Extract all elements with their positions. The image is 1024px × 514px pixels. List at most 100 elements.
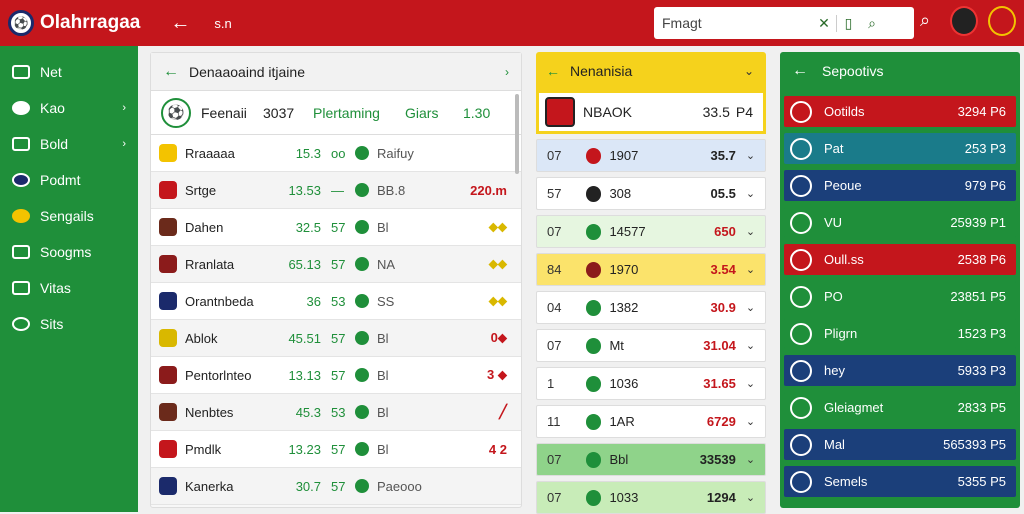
team-crest-icon — [585, 489, 602, 506]
side-list-title: Sepootivs — [822, 63, 884, 79]
sidebar-item-vitas[interactable]: Vitas — [0, 270, 138, 306]
player-icon: ⚽ — [161, 97, 191, 128]
table-row[interactable]: Kanerka 30.7 57 Paeooo — [151, 468, 521, 505]
list-item[interactable]: 84 1970 3.54 ⌄ — [536, 253, 766, 286]
list-item[interactable]: 07 14577 650 ⌄ — [536, 215, 766, 248]
team-crest-icon — [585, 147, 602, 164]
team-badge-icon[interactable] — [950, 6, 978, 36]
search-icon[interactable]: ⌕ — [868, 14, 876, 31]
clear-icon[interactable]: ✕ — [818, 14, 830, 31]
table-row[interactable]: Rraaaaa 15.3 oo Raifuy — [151, 135, 521, 172]
list-item[interactable]: 07 1907 35.7 ⌄ — [536, 139, 766, 172]
team-icon — [355, 183, 369, 197]
settings-icon — [12, 317, 30, 331]
list-item[interactable]: 11 1AR 6729 ⌄ — [536, 405, 766, 438]
featured-standing[interactable]: NBAOK 33.5 P4 — [536, 90, 766, 134]
list-item[interactable]: 04 1382 30.9 ⌄ — [536, 291, 766, 324]
table-row[interactable]: Pmdlk 13.23 57 Bl 4 2 — [151, 431, 521, 468]
table-row[interactable]: Rranlata 65.13 57 NA ⬥⬥ — [151, 246, 521, 283]
sidebar-item-sits[interactable]: Sits — [0, 306, 138, 342]
table-row[interactable]: Nenbtes 45.3 53 Bl ╱ — [151, 394, 521, 431]
sidebar-item-net[interactable]: Net — [0, 54, 138, 90]
list-item[interactable]: PO 23851 P5 — [784, 281, 1016, 312]
chevron-down-icon[interactable]: ⌄ — [745, 416, 756, 428]
chevron-down-icon[interactable]: ⌄ — [745, 492, 756, 504]
team-icon — [355, 257, 369, 271]
team-icon — [355, 220, 369, 234]
search-input[interactable] — [662, 15, 812, 31]
team-crest-icon — [585, 337, 602, 354]
chevron-down-icon[interactable]: ⌄ — [745, 226, 756, 238]
chevron-down-icon[interactable]: ⌄ — [743, 64, 754, 78]
team-crest-icon — [790, 137, 812, 160]
team-crest-icon — [545, 97, 575, 127]
matches-panel: ← Denaaoaind itjaine › ⚽ Feenaii 3037 Pl… — [150, 52, 522, 508]
side-list-header: ← Sepootivs — [780, 52, 1020, 90]
team-crest-icon — [790, 322, 812, 345]
team-icon — [355, 368, 369, 382]
search-box[interactable]: ✕ ▯ ⌕ — [654, 7, 914, 39]
team-crest-icon — [790, 174, 812, 197]
table-row[interactable]: Dahen 32.5 57 Bl ⬥⬥ — [151, 209, 521, 246]
table-row[interactable]: Ablok 45.51 57 Bl 0⬥ — [151, 320, 521, 357]
user-avatar[interactable] — [988, 6, 1016, 36]
chevron-down-icon[interactable]: ⌄ — [745, 340, 756, 352]
team-crest-icon — [159, 181, 177, 199]
team-crest-icon — [159, 218, 177, 236]
list-item[interactable]: Gleiagmet 2833 P5 — [784, 392, 1016, 423]
back-arrow-icon[interactable]: ← — [163, 62, 179, 80]
chevron-down-icon[interactable]: ⌄ — [745, 188, 756, 200]
chevron-right-icon[interactable]: › — [505, 64, 509, 79]
table-row[interactable]: Pentorlnteo 13.13 57 Bl 3 ⬥ — [151, 357, 521, 394]
team-icon — [355, 405, 369, 419]
list-item[interactable]: Peoue 979 P6 — [784, 170, 1016, 201]
table-row[interactable]: Srtge 13.53— BB.8 220.m — [151, 172, 521, 209]
matches-header: ← Denaaoaind itjaine › — [151, 53, 521, 91]
sidebar-item-podmt[interactable]: Podmt — [0, 162, 138, 198]
team-crest-icon — [790, 211, 812, 234]
list-item[interactable]: 07 1033 1294 ⌄ — [536, 481, 766, 514]
video-icon — [12, 281, 30, 295]
chevron-right-icon: › — [122, 102, 126, 114]
list-item[interactable]: 07 Mt 31.04 ⌄ — [536, 329, 766, 362]
list-item[interactable]: 07 Bbl 33539 ⌄ — [536, 443, 766, 476]
list-item[interactable]: Ootilds 3294 P6 — [784, 96, 1016, 127]
list-item[interactable]: hey 5933 P3 — [784, 355, 1016, 386]
list-item[interactable]: 57 308 05.5 ⌄ — [536, 177, 766, 210]
ball-icon — [12, 101, 30, 115]
list-item[interactable]: 1 1036 31.65 ⌄ — [536, 367, 766, 400]
back-arrow-icon[interactable]: ← — [170, 11, 191, 34]
team-crest-icon — [159, 292, 177, 310]
chevron-down-icon[interactable]: ⌄ — [745, 150, 756, 162]
filter-icon[interactable]: ▯ — [836, 14, 860, 32]
matches-title: Denaaoaind itjaine — [189, 63, 305, 80]
standings-header: ← Nenanisia ⌄ — [536, 52, 766, 90]
chevron-down-icon[interactable]: ⌄ — [745, 454, 756, 466]
chevron-right-icon: › — [122, 138, 126, 150]
sidebar-item-soogms[interactable]: Soogms — [0, 234, 138, 270]
grid-icon — [12, 245, 30, 259]
list-item[interactable]: Mal 565393 P5 — [784, 429, 1016, 460]
trophy-icon — [12, 209, 30, 223]
team-icon — [355, 294, 369, 308]
back-arrow-icon[interactable]: ← — [546, 63, 560, 79]
sidebar: Net Kao › Bold › Podmt Sengails Soogms Vit… — [0, 46, 138, 512]
list-item[interactable]: Oull.ss 2538 P6 — [784, 244, 1016, 275]
scrollbar[interactable] — [515, 94, 519, 174]
back-arrow-icon[interactable]: ← — [792, 62, 808, 79]
chevron-down-icon[interactable]: ⌄ — [745, 378, 756, 390]
list-item[interactable]: Pligrn 1523 P3 — [784, 318, 1016, 349]
list-item[interactable]: Pat 253 P3 — [784, 133, 1016, 164]
chevron-down-icon[interactable]: ⌄ — [745, 302, 756, 314]
list-item[interactable]: Semels 5355 P5 — [784, 466, 1016, 497]
list-item[interactable]: VU 25939 P1 — [784, 207, 1016, 238]
sidebar-item-bold[interactable]: Bold › — [0, 126, 138, 162]
chevron-down-icon[interactable]: ⌄ — [745, 264, 756, 276]
search-icon[interactable]: ⌕ — [920, 10, 931, 30]
team-crest-icon — [159, 477, 177, 495]
table-row[interactable]: Orantnbeda 36 53 SS ⬥⬥ — [151, 283, 521, 320]
team-icon — [355, 442, 369, 456]
sidebar-item-sengails[interactable]: Sengails — [0, 198, 138, 234]
featured-match[interactable]: ⚽ Feenaii 3037 Plertaming Giars 1.30 — [151, 91, 521, 135]
sidebar-item-kao[interactable]: Kao › — [0, 90, 138, 126]
